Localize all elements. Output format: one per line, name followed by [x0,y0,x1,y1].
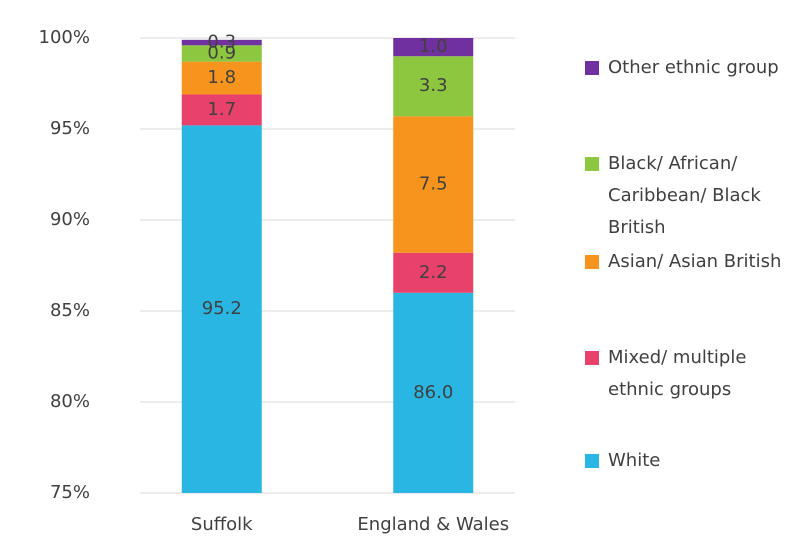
y-tick-label: 90% [50,209,90,230]
data-label: 7.5 [419,174,448,195]
data-label: 2.2 [419,262,448,283]
bar-segment [393,252,474,293]
y-tick-label: 85% [50,300,90,321]
data-label: 0.9 [207,42,236,63]
data-label: 0.3 [207,32,236,53]
bar-segment [181,39,262,46]
legend-label: White [608,450,661,471]
data-label: 1.8 [207,67,236,88]
legend-swatch [585,157,599,171]
data-label: 95.2 [202,298,242,319]
data-label: 3.3 [419,75,448,96]
legend-label: Black/ African/ Caribbean/ Black British [608,153,761,238]
legend-entry: Other ethnic group [585,52,795,84]
legend-entry: White [585,445,795,477]
bar-segment [393,292,474,493]
data-label: 86.0 [413,382,453,403]
bar-segment [393,56,474,117]
legend-label: Mixed/ multiple ethnic groups [608,347,747,400]
y-tick-label: 75% [50,482,90,503]
y-tick-label: 95% [50,118,90,139]
y-tick-label: 80% [50,391,90,412]
legend-entry: Black/ African/ Caribbean/ Black British [585,148,795,244]
bar-segment [181,94,262,126]
data-label: 1.0 [419,36,448,57]
x-tick-label: England & Wales [357,514,509,535]
y-tick-label: 100% [39,27,90,48]
legend-swatch [585,61,599,75]
bar-segment [181,61,262,95]
legend-entry: Asian/ Asian British [585,246,795,278]
legend-label: Other ethnic group [608,57,779,78]
data-label: 1.7 [207,99,236,120]
legend-swatch [585,351,599,365]
x-tick-label: Suffolk [191,514,253,535]
bar-segment [393,38,474,57]
legend-label: Asian/ Asian British [608,251,782,272]
legend-swatch [585,255,599,269]
bar-segment [181,45,262,62]
legend-swatch [585,454,599,468]
legend-entry: Mixed/ multiple ethnic groups [585,342,795,406]
bar-segment [393,116,474,253]
bar-segment [181,125,262,494]
